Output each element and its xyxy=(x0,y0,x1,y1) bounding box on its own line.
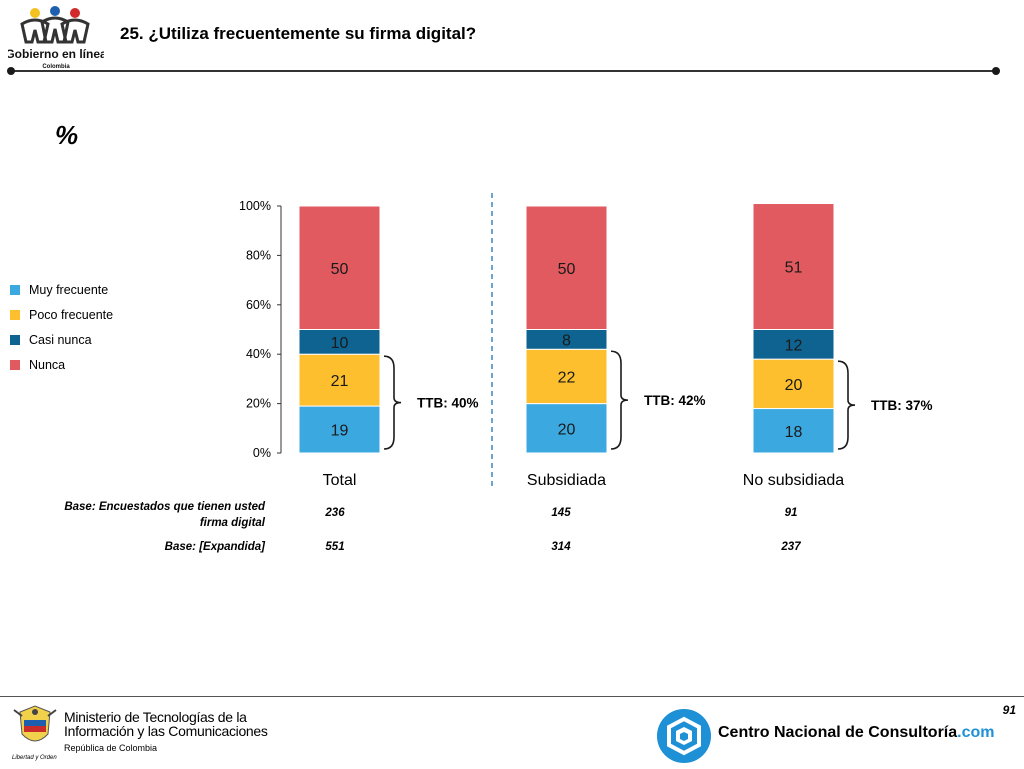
bar-segment xyxy=(298,329,381,355)
cnc-name-suffix: .com xyxy=(957,724,995,741)
legend-label: Poco frecuente xyxy=(29,307,114,322)
page-title: 25. ¿Utiliza frecuentemente su firma dig… xyxy=(120,24,477,43)
bar-segment xyxy=(525,348,608,405)
ministry-name: Ministerio de Tecnologías de la Informac… xyxy=(64,710,268,738)
data-label: 21 xyxy=(331,373,349,390)
bar-segment xyxy=(525,403,608,454)
ttb-label: TTB: 40% xyxy=(417,396,479,411)
data-label: 50 xyxy=(558,261,576,278)
base-row2-value-total: 551 xyxy=(325,541,345,553)
y-tick-label: 40% xyxy=(246,347,271,361)
ttb-label: TTB: 37% xyxy=(871,398,933,413)
base-row2-label: Base: [Expandida] xyxy=(164,541,265,553)
legend-swatch xyxy=(10,284,20,295)
base-row1-value-subsidiada: 145 xyxy=(551,507,571,519)
ttb-bracket xyxy=(610,350,629,450)
ttb-label: TTB: 42% xyxy=(644,393,706,408)
legend-item-casi-nunca: Casi nunca xyxy=(10,327,113,352)
category-label: Total xyxy=(323,472,357,489)
data-label: 19 xyxy=(331,423,349,440)
base-row1-label-line2: firma digital xyxy=(199,517,265,529)
data-label: 20 xyxy=(558,421,576,438)
data-label: 20 xyxy=(785,377,803,394)
seal-caption: Libertad y Orden xyxy=(12,755,57,761)
data-label: 12 xyxy=(785,337,803,354)
data-label: 22 xyxy=(558,369,576,386)
header-divider-right-dot xyxy=(992,67,1000,75)
header-divider-left-dot xyxy=(7,67,15,75)
legend-item-nunca: Nunca xyxy=(10,352,113,377)
ministry-name-line1: Ministerio de Tecnologías de la xyxy=(64,709,247,725)
colombia-seal-icon xyxy=(12,704,58,754)
ttb-bracket xyxy=(383,355,402,450)
bar-segment xyxy=(752,203,835,330)
data-label: 50 xyxy=(331,261,349,278)
base-row1-value-total: 236 xyxy=(325,507,345,519)
legend-swatch xyxy=(10,309,20,320)
footer-divider xyxy=(0,696,1024,697)
stacked-bar-chart: 0% 20% 40% 60% 80% 100% 19 21 10 50 Total TTB: 40% 2… xyxy=(239,193,933,490)
bar-segment xyxy=(752,358,835,410)
category-label: Subsidiada xyxy=(527,472,606,489)
base-row1-value-no-subsidiada: 91 xyxy=(784,507,798,519)
bar-segment xyxy=(298,353,381,407)
data-label: 18 xyxy=(785,424,803,441)
base-row1-label-line1: Base: Encuestados que tienen usted xyxy=(64,501,265,513)
logo-line2: Colombia xyxy=(42,64,70,70)
ministry-subtitle: República de Colombia xyxy=(64,743,158,753)
logo-line1: Gobierno en línea xyxy=(8,47,104,61)
y-tick-label: 100% xyxy=(239,199,271,213)
y-tick-label: 60% xyxy=(246,298,271,312)
y-tick-label: 20% xyxy=(246,397,271,411)
legend-swatch xyxy=(10,359,20,370)
data-label: 51 xyxy=(785,260,803,277)
base-row2-value-no-subsidiada: 237 xyxy=(781,541,801,553)
header-divider xyxy=(10,70,996,72)
page-number: 91 xyxy=(1002,703,1016,717)
ttb-bracket xyxy=(837,360,856,450)
chart-legend: Muy frecuente Poco frecuente Casi nunca … xyxy=(10,277,113,377)
ministry-name-line2: Información y las Comunicaciones xyxy=(64,723,268,739)
unit-label: % xyxy=(55,120,79,150)
bar-segment xyxy=(752,408,835,454)
legend-label: Nunca xyxy=(29,357,66,372)
category-label: No subsidiada xyxy=(743,472,845,489)
bar-segment xyxy=(298,405,381,454)
base-row2-value-subsidiada: 314 xyxy=(551,541,571,553)
legend-label: Casi nunca xyxy=(29,332,92,347)
cnc-name: Centro Nacional de Consultoría.com xyxy=(718,724,994,742)
bar-segment xyxy=(752,329,835,360)
gobierno-en-linea-logo: Gobierno en línea Colombia xyxy=(5,2,107,72)
data-label: 8 xyxy=(562,332,571,349)
cnc-name-main: Centro Nacional de Consultoría xyxy=(718,724,958,741)
legend-swatch xyxy=(10,334,20,345)
cnc-logo-icon xyxy=(656,708,712,764)
legend-label: Muy frecuente xyxy=(29,282,109,297)
y-tick-label: 0% xyxy=(253,446,271,460)
bar-segment xyxy=(298,205,381,330)
bar-segment xyxy=(525,205,608,330)
data-label: 10 xyxy=(331,335,349,352)
legend-item-muy-frecuente: Muy frecuente xyxy=(10,277,113,302)
y-tick-label: 80% xyxy=(246,248,271,262)
base-row1-label: Base: Encuestados que tienen usted firma… xyxy=(20,499,265,531)
legend-item-poco-frecuente: Poco frecuente xyxy=(10,302,113,327)
